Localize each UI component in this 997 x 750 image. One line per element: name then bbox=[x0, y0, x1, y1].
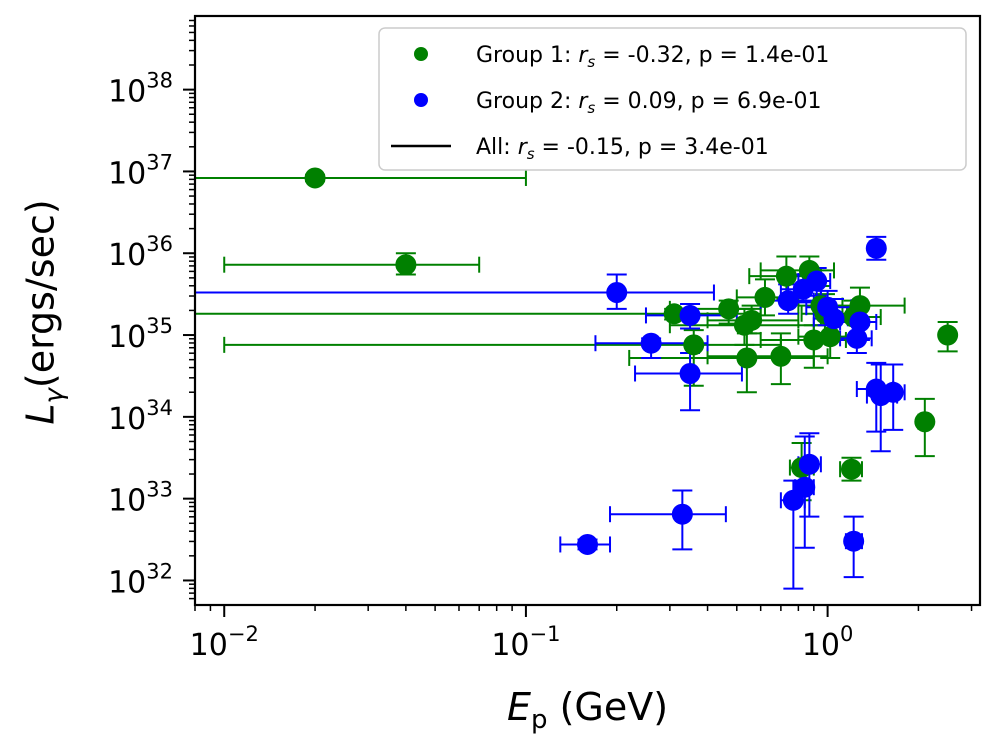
group-2-marker-7 bbox=[777, 290, 799, 312]
group-1-marker-3 bbox=[663, 303, 685, 325]
legend-entry-2-symsub: s bbox=[587, 99, 595, 117]
y-tick-base: 10 bbox=[108, 402, 146, 437]
y-tick-base: 10 bbox=[108, 320, 146, 355]
y-axis-label-sub: γ bbox=[39, 388, 70, 404]
y-tick-base: 10 bbox=[108, 565, 146, 600]
group-2-marker-13 bbox=[846, 327, 868, 349]
x-tick-base: 10 bbox=[802, 628, 840, 663]
y-tick-exp: 34 bbox=[146, 396, 173, 420]
group-1-marker-11 bbox=[775, 265, 797, 287]
group-1-point-2 bbox=[223, 252, 481, 276]
y-tick-exp: 37 bbox=[146, 150, 173, 174]
group-1-marker-7 bbox=[741, 309, 763, 331]
legend-entry-1-suffix: = -0.32, p = 1.4e-01 bbox=[595, 43, 829, 68]
group-2-marker-5 bbox=[671, 503, 693, 525]
x-axis-label-sub: p bbox=[531, 705, 548, 735]
x-tick-exp: −2 bbox=[228, 622, 259, 646]
y-axis-label-unit: (ergs/sec) bbox=[18, 199, 63, 389]
group-2-marker-4 bbox=[679, 362, 701, 384]
legend-entry-2-marker bbox=[414, 93, 428, 107]
group-2-marker-1 bbox=[606, 282, 628, 304]
y-tick-base: 10 bbox=[108, 156, 146, 191]
legend-entry-1-label: Group 1: rs = -0.32, p = 1.4e-01 bbox=[476, 43, 829, 71]
y-tick-label: 1032 bbox=[108, 559, 173, 600]
x-axis-label-main: E bbox=[507, 685, 531, 729]
group-1-marker-5 bbox=[718, 298, 740, 320]
group-2-marker-12 bbox=[849, 311, 871, 333]
y-tick-label: 1036 bbox=[108, 232, 173, 273]
y-axis-label-main: L bbox=[18, 403, 63, 425]
legend-entry-3-suffix: = -0.15, p = 3.4e-01 bbox=[535, 135, 769, 160]
legend-entry-2-sym: r bbox=[578, 89, 589, 114]
y-tick-label: 1038 bbox=[108, 69, 173, 110]
y-axis-label: Lγ(ergs/sec) bbox=[19, 199, 70, 424]
group-2-marker-21 bbox=[843, 530, 865, 552]
group-1-marker-21 bbox=[840, 458, 862, 480]
x-axis-label-unit: (GeV) bbox=[547, 685, 668, 729]
y-tick-exp: 33 bbox=[146, 478, 173, 502]
group-2-marker-17 bbox=[882, 381, 904, 403]
y-tick-exp: 32 bbox=[146, 559, 173, 583]
y-tick-label: 1034 bbox=[108, 396, 173, 437]
group-1-marker-8 bbox=[736, 347, 758, 369]
group-2-marker-11 bbox=[823, 308, 845, 330]
y-tick-base: 10 bbox=[108, 75, 146, 110]
x-tick-exp: −1 bbox=[530, 622, 561, 646]
legend-entry-1-symsub: s bbox=[587, 53, 595, 71]
legend-box bbox=[378, 27, 967, 171]
group-2-marker-9 bbox=[806, 270, 828, 292]
legend-entry-2-prefix: Group 2: bbox=[476, 89, 578, 114]
legend-entry-2-label: Group 2: rs = 0.09, p = 6.9e-01 bbox=[476, 89, 821, 117]
legend-entry-3-label: All: rs = -0.15, p = 3.4e-01 bbox=[476, 135, 769, 163]
group-2-marker-6 bbox=[577, 533, 598, 555]
legend-entry-3-sym: r bbox=[518, 135, 529, 160]
group-1-marker-20 bbox=[914, 411, 936, 433]
group-2-marker-18 bbox=[798, 453, 820, 475]
x-tick-base: 10 bbox=[190, 628, 228, 663]
group-2-marker-20 bbox=[782, 489, 804, 511]
legend-entry-3-symsub: s bbox=[527, 145, 535, 163]
x-tick-label: 10−2 bbox=[190, 622, 259, 663]
legend-entry-1-prefix: Group 1: bbox=[476, 43, 578, 68]
y-tick-label: 1033 bbox=[108, 478, 173, 519]
x-tick-exp: 0 bbox=[840, 622, 853, 646]
group-2-point-5 bbox=[609, 489, 727, 551]
y-tick-exp: 36 bbox=[146, 232, 173, 256]
legend-entry-1-sym: r bbox=[578, 43, 589, 68]
group-1-marker-13 bbox=[803, 329, 825, 351]
x-tick-label: 100 bbox=[802, 622, 854, 663]
y-tick-base: 10 bbox=[108, 238, 146, 273]
group-1-marker-9 bbox=[754, 286, 776, 308]
group-1-marker-10 bbox=[770, 345, 792, 367]
legend-entry-3-prefix: All: bbox=[476, 135, 518, 160]
y-tick-exp: 35 bbox=[146, 314, 173, 338]
x-tick-base: 10 bbox=[491, 628, 529, 663]
legend-entry-1-marker bbox=[414, 47, 428, 61]
group-1-marker-2 bbox=[395, 254, 417, 276]
x-axis-label: Ep (GeV) bbox=[507, 685, 668, 735]
group-1-marker-4 bbox=[683, 334, 705, 356]
group-1-marker-1 bbox=[304, 167, 326, 189]
y-tick-exp: 38 bbox=[146, 69, 173, 93]
y-tick-base: 10 bbox=[108, 484, 146, 519]
legend-entry-2-suffix: = 0.09, p = 6.9e-01 bbox=[595, 89, 821, 114]
y-tick-label: 1035 bbox=[108, 314, 173, 355]
group-2-marker-3 bbox=[679, 304, 701, 326]
group-2-marker-2 bbox=[640, 332, 662, 354]
group-1-marker-16 bbox=[819, 326, 841, 348]
x-tick-label: 10−1 bbox=[491, 622, 560, 663]
group-2-marker-14 bbox=[865, 237, 887, 259]
group-1-marker-18 bbox=[849, 295, 871, 317]
data-layer bbox=[195, 167, 959, 590]
group-1-marker-19 bbox=[937, 324, 959, 346]
y-tick-label: 1037 bbox=[108, 150, 173, 191]
